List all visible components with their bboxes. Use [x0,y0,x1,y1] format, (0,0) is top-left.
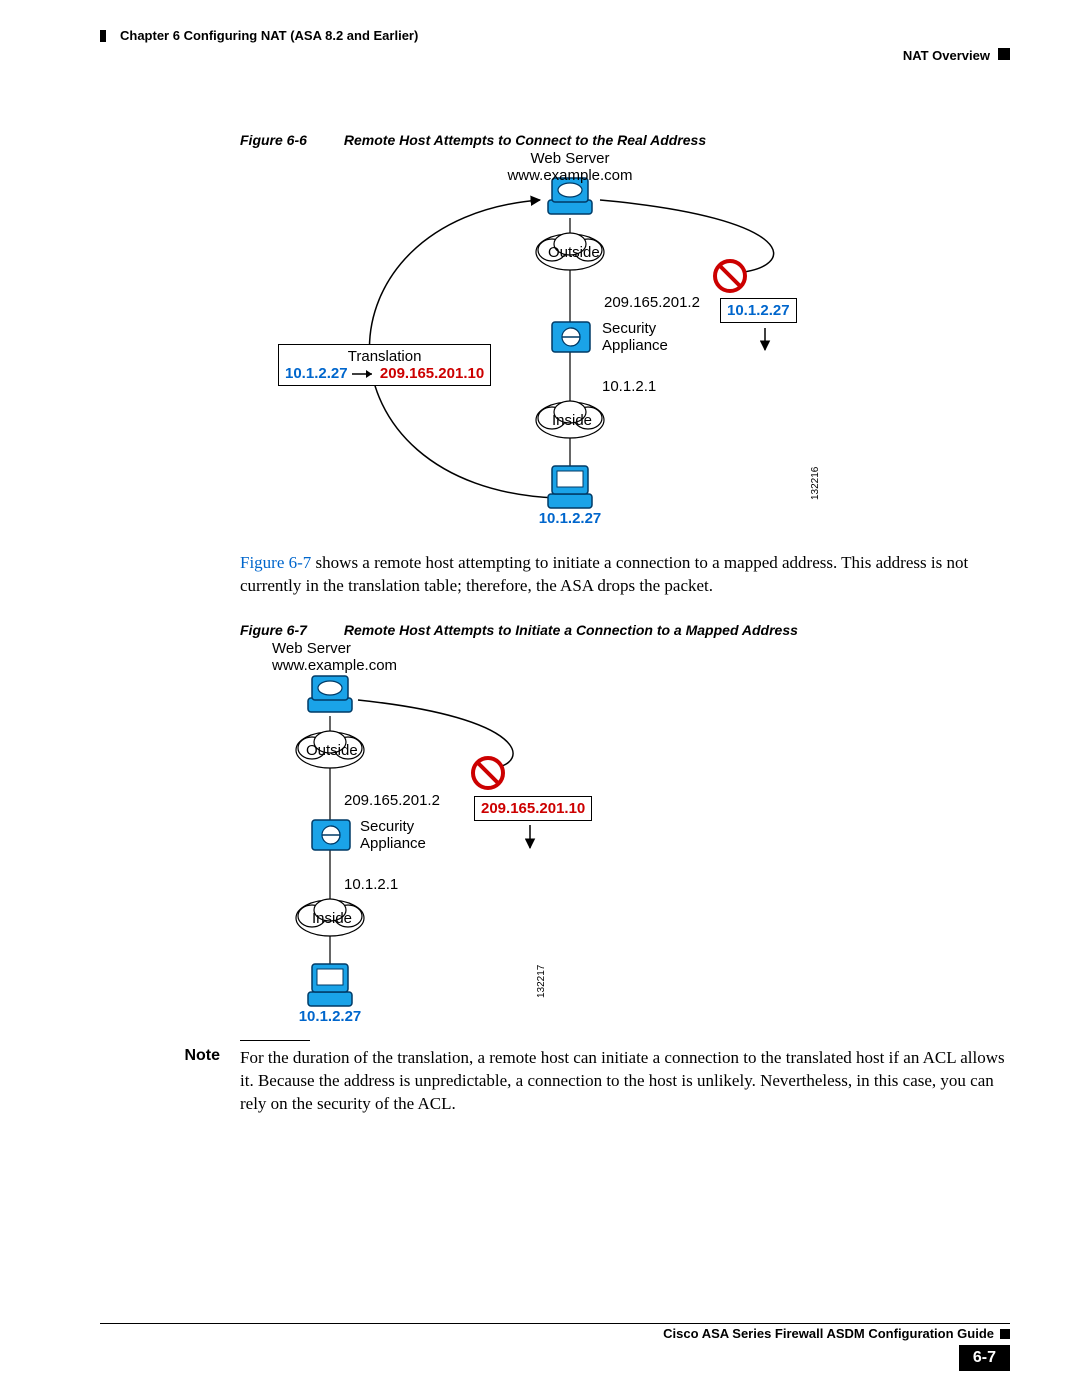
page: Chapter 6 Configuring NAT (ASA 8.2 and E… [0,0,1080,1397]
note-text: For the duration of the translation, a r… [240,1047,1010,1116]
fig7-outside: Outside [306,742,358,759]
fig7-id: 132217 [536,965,547,998]
footer-title: Cisco ASA Series Firewall ASDM Configura… [663,1326,994,1341]
footer-dot [1000,1329,1010,1339]
figure-6-7-caption: Figure 6-7 Remote Host Attempts to Initi… [240,622,1010,638]
fig6-sec-appl: Security Appliance [602,320,668,355]
fig-ref-6-7: Figure 6-7 [240,553,311,572]
footer-page: 6-7 [959,1345,1010,1371]
fig7-outside-ip: 209.165.201.2 [344,792,440,809]
fig6-outside-ip: 209.165.201.2 [604,294,700,311]
fig6-inside: Inside [552,412,592,429]
figure-6-6-caption: Figure 6-6 Remote Host Attempts to Conne… [240,132,1010,148]
figure-6-7-diagram: Web Server www.example.com Outside 209.1… [240,638,1010,1028]
figure-6-6-label: Figure 6-6 [240,132,340,148]
note-block: Note For the duration of the translation… [160,1040,1010,1116]
header-box [998,48,1010,60]
fig6-web-server: Web Server www.example.com [507,150,632,185]
fig6-pc-ip: 10.1.2.27 [539,510,602,527]
fig6-outside: Outside [548,244,600,261]
note-label: Note [160,1047,240,1065]
page-footer: Cisco ASA Series Firewall ASDM Configura… [100,1323,1010,1371]
figure-6-6-title: Remote Host Attempts to Connect to the R… [344,132,706,148]
fig6-id: 132216 [810,467,821,500]
fig7-sec-appl: Security Appliance [360,818,426,853]
fig7-inside-ip: 10.1.2.1 [344,876,398,893]
figure-6-7-title: Remote Host Attempts to Initiate a Conne… [344,622,798,638]
note-rule [240,1040,310,1041]
page-header: Chapter 6 Configuring NAT (ASA 8.2 and E… [100,30,1010,76]
header-chapter: Chapter 6 Configuring NAT (ASA 8.2 and E… [120,28,418,43]
header-marker [100,30,106,42]
figure-6-7-label: Figure 6-7 [240,622,340,638]
paragraph-1: Figure 6-7 shows a remote host attemptin… [240,552,1010,598]
header-section: NAT Overview [903,48,990,63]
fig7-web-server: Web Server www.example.com [272,640,397,675]
fig6-translation-box: Translation 10.1.2.27 209.165.201.10 [278,344,491,386]
fig7-inside: Inside [312,910,352,927]
figure-6-6-diagram: Web Server www.example.com Outside 209.1… [240,148,1010,548]
fig7-pc-ip: 10.1.2.27 [299,1008,362,1025]
fig6-inside-ip: 10.1.2.1 [602,378,656,395]
figure-6-7-svg [240,638,1000,1028]
fig6-callout-box: 10.1.2.27 [720,298,797,323]
fig7-callout-box: 209.165.201.10 [474,796,592,821]
